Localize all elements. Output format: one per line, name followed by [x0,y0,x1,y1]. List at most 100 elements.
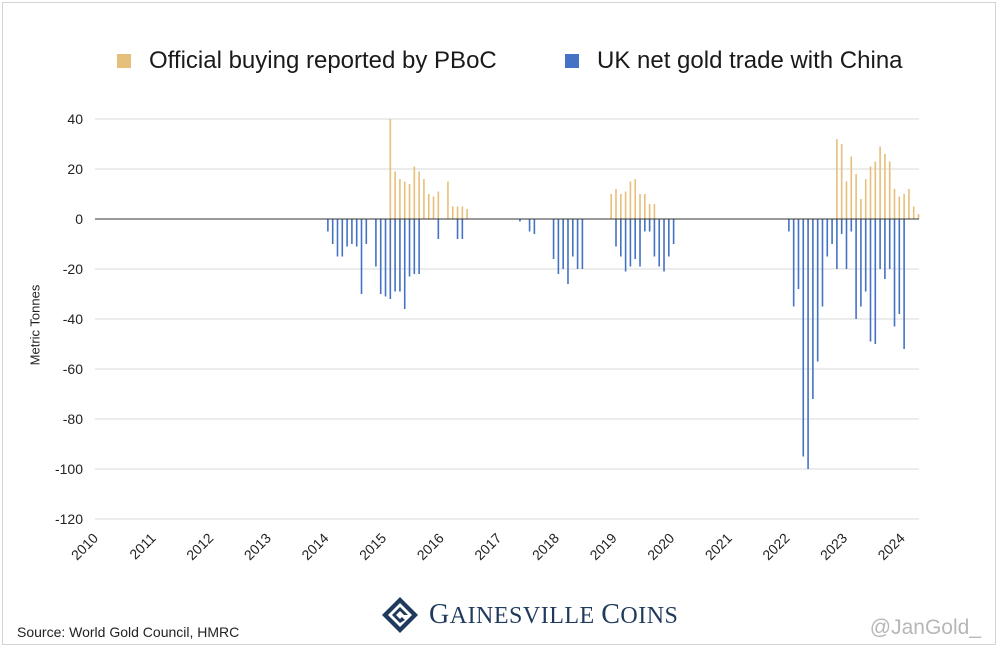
x-tick-label: 2024 [874,530,907,563]
bar-uk [658,219,661,267]
bar-uk [648,219,651,232]
y-tick-label: 0 [75,211,83,227]
bar-uk [408,219,411,277]
gainesville-coins-logo: GAINESVILLE COINS [381,596,678,634]
bar-uk [571,219,574,257]
bar-pboc [908,189,910,219]
bar-pboc [461,206,464,219]
bar-pboc [850,156,853,219]
bar-uk [845,219,848,269]
gridlines [95,118,919,520]
bar-pboc [860,199,862,219]
x-tick-label: 2013 [241,530,274,563]
bar-uk [528,219,531,232]
bar-pboc [432,196,435,219]
bar-uk [644,219,646,232]
bar-uk [461,219,464,239]
bar-uk [821,219,824,307]
bar-uk [620,219,622,257]
bar-uk [331,219,334,244]
bar-pboc [864,179,867,219]
bar-pboc [644,194,646,219]
bar-uk [831,219,833,244]
bar-uk [653,219,656,257]
bar-uk [884,219,886,279]
bar-uk [802,219,805,457]
bar-pboc [620,194,622,219]
bar-pboc [874,161,877,219]
bar-uk [327,219,329,232]
bar-pboc [840,144,843,219]
bar-uk [826,219,829,257]
bar-pboc [423,179,425,219]
x-tick-label: 2021 [702,530,735,563]
bar-pboc [634,179,637,219]
bar-pboc [898,196,901,219]
x-tick-label: 2016 [414,530,447,563]
bar-pboc [615,189,617,219]
bar-uk [336,219,339,257]
bar-pboc [447,181,449,219]
bar-uk [869,219,872,342]
bar-pboc [466,209,468,219]
x-tick-label: 2023 [817,530,850,563]
bar-uk [365,219,368,244]
bar-uk [864,219,867,292]
bar-uk [672,219,675,244]
bar-uk [850,219,853,232]
bar-pboc [610,194,613,219]
bar-uk [403,219,406,309]
y-tick-label: 40 [67,111,83,127]
bar-uk [629,219,632,267]
logo-word-ainesville: AINESVILLE [449,603,595,629]
bar-uk [893,219,896,327]
bar-uk [360,219,363,294]
bar-uk [384,219,387,297]
y-tick-label: -80 [63,411,83,427]
bar-pboc [389,119,392,219]
bar-pboc [403,181,406,219]
bar-uk [399,219,401,292]
bar-uk [437,219,440,239]
bar-pboc [408,184,411,219]
x-tick-label: 2010 [68,530,101,563]
logo-word-oins: OINS [620,603,679,629]
legend-item-uk: UK net gold trade with China [565,47,903,75]
bar-uk [634,219,637,259]
gainesville-coins-logo-icon [382,597,418,633]
bar-uk [341,219,344,257]
legend-swatch-pboc [117,54,131,68]
bar-pboc [903,194,905,219]
bar-uk [581,219,584,269]
bar-uk [576,219,579,269]
bar-uk [552,219,555,259]
bar-uk [840,219,843,234]
bar-pboc [879,146,881,219]
bar-uk [346,219,348,247]
bar-pboc [456,206,459,219]
bar-pboc [917,214,920,219]
bar-uk [668,219,670,257]
bar-uk [816,219,819,362]
x-tick-labels: 2010 2011 2012 2013 2014 2015 2016 2017 2018 2019… [68,530,908,563]
bar-pboc [648,204,651,219]
bar-pboc [888,161,891,219]
bar-uk [557,219,560,274]
bar-pboc [912,206,915,219]
bar-pboc [437,191,440,219]
bar-uk [567,219,569,284]
bar-pboc [653,204,656,219]
bar-uk [394,219,396,292]
bar-uk [562,219,564,269]
bar-uk [807,219,809,469]
bar-pboc [639,194,641,219]
y-tick-label: 20 [67,161,83,177]
bar-uk [355,219,358,247]
x-tick-label: 2022 [759,530,792,563]
bar-pboc [836,139,838,219]
legend-item-pboc: Official buying reported by PBoC [117,47,497,75]
logo-letter-g: G [429,599,450,630]
y-tick-label: -100 [55,461,83,477]
